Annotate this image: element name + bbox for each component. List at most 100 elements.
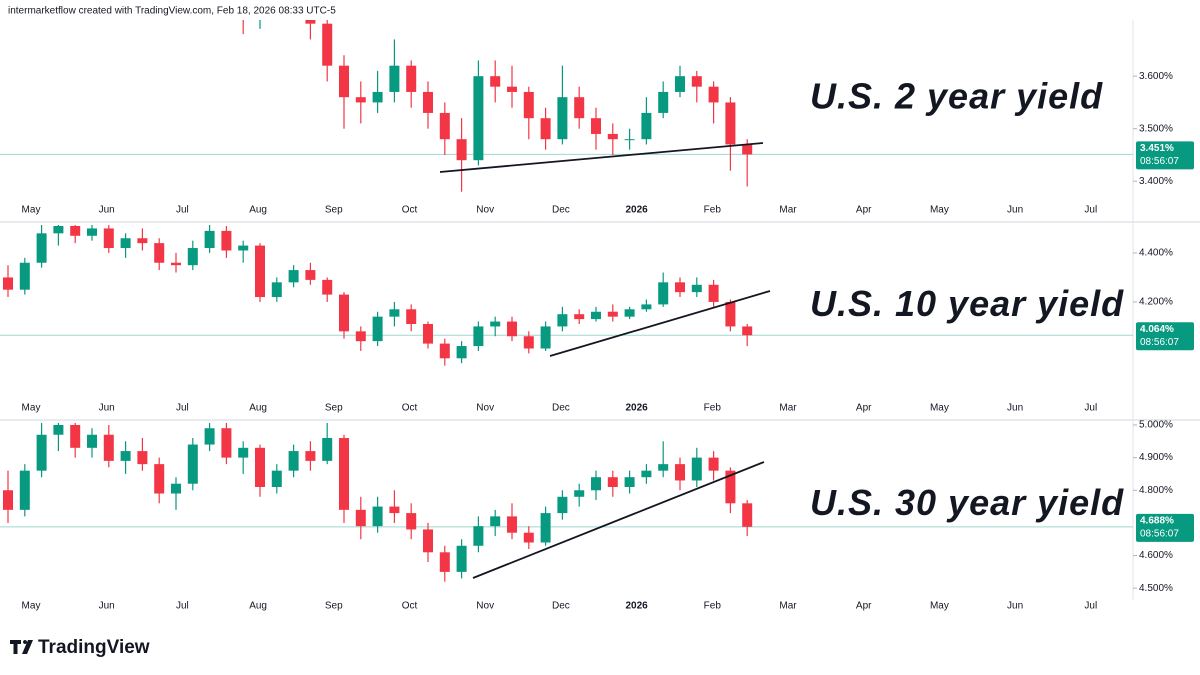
y-tick-label: 4.800%: [1139, 485, 1173, 496]
candle-body: [456, 346, 467, 359]
y-tick-label: 4.200%: [1139, 297, 1173, 308]
x-tick-label: Aug: [249, 403, 267, 414]
x-tick-label: Mar: [779, 205, 797, 216]
logo: TradingView: [10, 637, 150, 658]
candle-body: [523, 336, 534, 349]
x-tick-label: Jun: [99, 601, 115, 612]
candle-body: [137, 451, 148, 465]
x-tick-label: Sep: [325, 205, 343, 216]
x-tick-label: Feb: [704, 205, 722, 216]
candle-body: [255, 447, 265, 487]
candle-body: [255, 245, 265, 298]
x-tick-label: Dec: [552, 205, 570, 216]
candle-body: [439, 112, 450, 140]
candle-body: [439, 552, 450, 572]
candle-body: [87, 228, 97, 236]
x-tick-label: Dec: [552, 601, 570, 612]
price-badge: [1136, 513, 1194, 542]
candle-body: [389, 506, 400, 514]
x-tick-label: Mar: [779, 403, 797, 414]
x-tick-label: Nov: [476, 403, 494, 414]
candle-body: [490, 321, 501, 327]
candle-body: [305, 20, 316, 24]
x-tick-label: Jul: [176, 403, 189, 414]
price-badge-label: 4.064%: [1140, 324, 1174, 335]
candle-body: [3, 277, 13, 290]
x-tick-label: 2026: [625, 205, 648, 216]
x-tick-label: Jul: [1084, 403, 1097, 414]
candle-body: [607, 477, 618, 487]
candle-body: [305, 451, 316, 461]
candle-body: [103, 228, 114, 249]
y-tick-label: 3.400%: [1139, 176, 1173, 187]
x-tick-label: Jun: [1007, 403, 1023, 414]
candle-body: [624, 477, 635, 487]
candle-body: [523, 91, 534, 119]
candle-body: [507, 86, 517, 92]
candle-body: [557, 97, 568, 140]
candle-body: [423, 323, 433, 344]
panel-title: U.S. 2 year yield: [810, 76, 1103, 117]
candle-body: [53, 225, 64, 234]
price-badge-label: 3.451%: [1140, 143, 1174, 154]
panel-title: U.S. 30 year yield: [810, 482, 1124, 523]
y-tick-label: 3.600%: [1139, 71, 1173, 82]
x-tick-label: Jun: [1007, 205, 1023, 216]
candle-body: [423, 529, 433, 553]
candle-body: [372, 91, 383, 103]
x-tick-label: Oct: [402, 601, 418, 612]
candle-body: [3, 490, 13, 510]
candle-body: [658, 91, 669, 113]
x-tick-label: Oct: [402, 403, 418, 414]
candle-body: [423, 91, 433, 113]
x-tick-label: Jun: [1007, 601, 1023, 612]
candle-body: [238, 447, 249, 458]
candle-body: [406, 513, 417, 530]
candle-body: [725, 301, 736, 327]
candle-body: [339, 65, 349, 98]
candle-body: [187, 444, 198, 484]
candle-body: [473, 526, 484, 546]
candle-body: [137, 238, 148, 244]
trendline: [472, 461, 765, 579]
candle-body: [591, 477, 601, 491]
candle-body: [238, 245, 249, 251]
candle-body: [171, 483, 181, 494]
x-tick-label: Aug: [249, 601, 267, 612]
x-tick-label: Feb: [704, 601, 722, 612]
x-tick-label: May: [930, 403, 949, 414]
candle-body: [271, 282, 282, 298]
x-tick-label: Oct: [402, 205, 418, 216]
candle-body: [305, 270, 316, 280]
x-tick-label: May: [930, 205, 949, 216]
candle-body: [19, 470, 30, 510]
y-tick-label: 5.000%: [1139, 420, 1173, 431]
candle-body: [322, 438, 333, 461]
candle-body: [272, 0, 282, 3]
candle-body: [389, 309, 400, 317]
candle-body: [406, 65, 417, 92]
plot: [0, 423, 1133, 582]
candle-body: [742, 144, 753, 155]
candle-body: [675, 282, 685, 293]
candle-body: [339, 438, 349, 510]
candle-body: [742, 326, 753, 336]
candle-body: [120, 238, 131, 249]
candle-body: [36, 233, 47, 263]
candle-body: [289, 0, 299, 3]
candle-body: [456, 545, 467, 572]
candle-body: [221, 230, 232, 251]
price-badge: [1136, 141, 1194, 170]
candle-body: [439, 343, 450, 359]
plot: [0, 0, 1133, 192]
candle-body: [574, 97, 585, 119]
candle-body: [456, 139, 467, 161]
x-tick-label: Apr: [856, 205, 872, 216]
countdown: 08:56:07: [1140, 528, 1179, 539]
plot: [0, 225, 1133, 366]
candle-body: [70, 225, 81, 236]
candle-body: [171, 262, 181, 266]
candle-body: [221, 428, 232, 458]
y-tick-label: 4.400%: [1139, 248, 1173, 259]
